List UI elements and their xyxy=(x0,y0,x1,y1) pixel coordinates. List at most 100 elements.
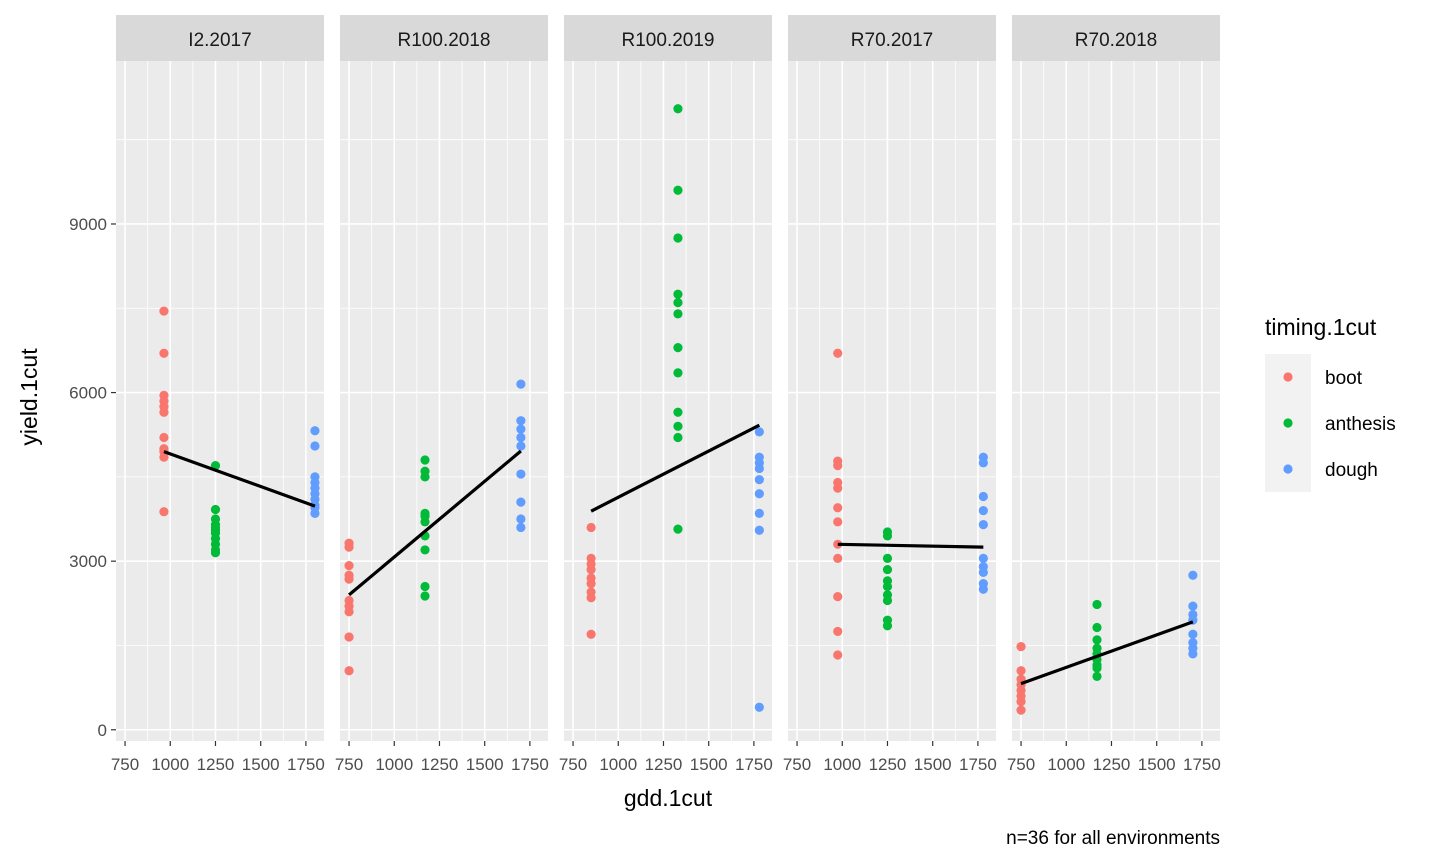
data-point-boot xyxy=(586,579,596,589)
data-point-dough xyxy=(978,458,988,468)
facet-panel: R70.2018 750 1000 1250 1500 1750 xyxy=(1007,15,1221,774)
facet-strip-label: R70.2017 xyxy=(851,30,933,51)
data-point-boot xyxy=(833,517,843,527)
x-tick-label: 1250 xyxy=(197,755,235,774)
data-point-boot xyxy=(344,666,354,676)
panel-background xyxy=(1012,61,1220,741)
legend-swatch-anthesis xyxy=(1283,418,1293,428)
data-point-dough xyxy=(516,432,526,443)
panel-background xyxy=(788,61,996,741)
trend-line xyxy=(837,542,984,549)
data-point-boot xyxy=(159,507,169,517)
data-point-boot xyxy=(344,561,354,571)
data-point-anthesis xyxy=(882,581,893,592)
legend-title: timing.1cut xyxy=(1265,314,1377,340)
data-point-dough xyxy=(516,497,526,507)
data-point-anthesis xyxy=(882,595,893,606)
panel-background xyxy=(564,61,772,741)
facet-panel: I2.2017 750 1000 1250 1500 1750 0 3000 6000 9000 xyxy=(69,15,325,774)
facet-strip xyxy=(564,15,772,61)
data-point-dough xyxy=(978,491,988,502)
x-tick-label: 1750 xyxy=(511,755,549,774)
data-point-boot xyxy=(833,626,843,637)
data-point-anthesis xyxy=(673,233,683,243)
data-point-anthesis xyxy=(1092,622,1102,633)
data-point-dough xyxy=(754,489,764,499)
data-point-dough xyxy=(978,505,988,516)
data-point-boot xyxy=(159,452,169,462)
legend: timing.1cut boot anthesis dough xyxy=(1265,314,1396,492)
data-point-anthesis xyxy=(673,185,683,195)
data-point-boot xyxy=(344,607,354,617)
data-point-anthesis xyxy=(420,581,430,592)
data-point-anthesis xyxy=(210,548,221,558)
data-point-anthesis xyxy=(420,455,430,465)
data-point-dough xyxy=(516,514,526,524)
data-point-boot xyxy=(1016,705,1026,715)
facet-strip-label: R100.2018 xyxy=(398,30,491,51)
trend-line xyxy=(348,449,522,597)
x-tick-label: 1500 xyxy=(1138,755,1176,774)
data-point-dough xyxy=(754,475,764,485)
data-point-anthesis xyxy=(673,524,683,534)
y-tick-label: 0 xyxy=(98,721,107,740)
trend-line xyxy=(163,450,316,508)
trend-line xyxy=(1020,620,1194,686)
trend-line xyxy=(590,423,761,513)
data-point-dough xyxy=(978,567,988,578)
x-tick-label: 1750 xyxy=(1183,755,1221,774)
data-point-dough xyxy=(310,426,320,436)
data-point-anthesis xyxy=(420,472,430,482)
data-point-dough xyxy=(516,379,526,389)
data-point-anthesis xyxy=(882,553,893,563)
caption: n=36 for all environments xyxy=(1006,828,1220,849)
x-tick-label: 1000 xyxy=(151,755,189,774)
legend-label-dough: dough xyxy=(1325,460,1378,481)
y-tick-label: 6000 xyxy=(69,384,107,403)
data-point-anthesis xyxy=(673,289,683,299)
panel-background xyxy=(116,61,324,741)
facet-strip xyxy=(788,15,996,61)
x-tick-label: 1000 xyxy=(823,755,861,774)
panel-background xyxy=(340,61,548,741)
data-point-dough xyxy=(754,427,764,437)
data-point-boot xyxy=(159,306,169,316)
data-point-dough xyxy=(1188,649,1198,659)
x-tick-label: 1000 xyxy=(599,755,637,774)
data-point-anthesis xyxy=(673,368,683,378)
x-tick-label: 750 xyxy=(335,755,363,774)
data-point-dough xyxy=(516,424,526,434)
x-tick-label: 1000 xyxy=(375,755,413,774)
x-tick-label: 1500 xyxy=(914,755,952,774)
x-tick-label: 1250 xyxy=(645,755,683,774)
data-point-boot xyxy=(586,522,596,533)
data-point-boot xyxy=(344,542,354,552)
data-point-boot xyxy=(586,593,596,603)
data-point-anthesis xyxy=(673,407,683,417)
data-point-dough xyxy=(754,525,764,535)
y-tick-label: 9000 xyxy=(69,215,107,234)
data-point-boot xyxy=(833,553,843,563)
data-point-anthesis xyxy=(673,343,683,353)
y-tick-label: 3000 xyxy=(69,552,107,571)
data-point-anthesis xyxy=(673,309,683,319)
data-point-boot xyxy=(1016,666,1026,676)
facet-strip-label: R70.2018 xyxy=(1075,30,1157,51)
data-point-dough xyxy=(516,469,526,479)
data-point-dough xyxy=(754,508,764,518)
x-tick-label: 1000 xyxy=(1047,755,1085,774)
data-point-dough xyxy=(1188,570,1198,580)
data-point-dough xyxy=(516,441,526,451)
data-point-anthesis xyxy=(673,421,683,431)
data-point-dough xyxy=(754,463,764,474)
facet-strip xyxy=(1012,15,1220,61)
legend-label-anthesis: anthesis xyxy=(1325,414,1396,435)
data-point-dough xyxy=(978,520,988,530)
facet-panel: R100.2019 750 1000 1250 1500 1750 xyxy=(559,15,773,774)
x-tick-label: 750 xyxy=(559,755,587,774)
facet-strip-label: R100.2019 xyxy=(622,30,715,51)
data-point-anthesis xyxy=(210,504,221,515)
facet-strip xyxy=(340,15,548,61)
data-point-boot xyxy=(833,461,843,471)
data-point-anthesis xyxy=(673,104,683,114)
